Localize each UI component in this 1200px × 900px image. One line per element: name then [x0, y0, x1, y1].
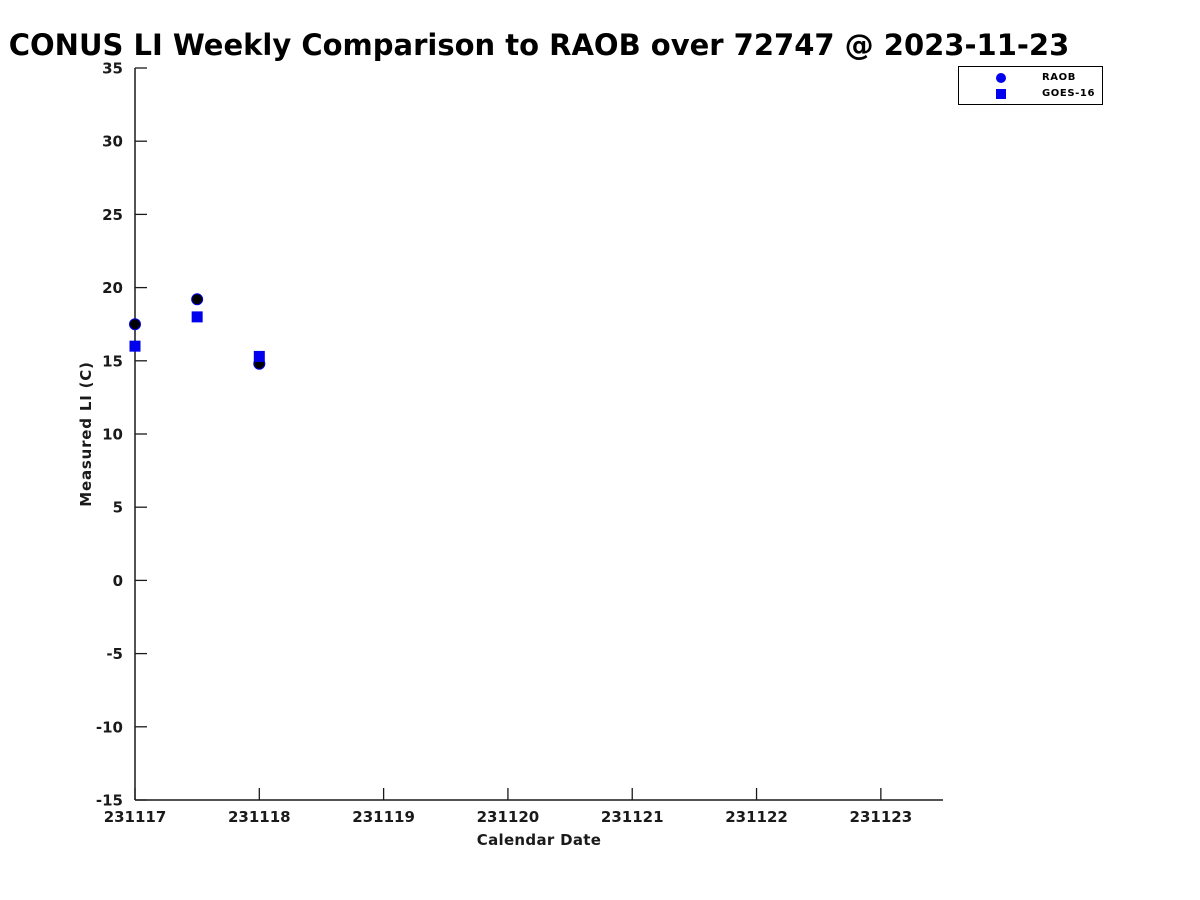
raob-circle-marker-icon — [996, 72, 1006, 83]
raob-point — [191, 293, 204, 306]
x-axis-label: Calendar Date — [476, 831, 602, 849]
legend: RAOB GOES-16 — [958, 66, 1103, 105]
raob-point — [129, 318, 141, 331]
y-tick-label: 0 — [113, 572, 123, 590]
y-tick-label: 10 — [102, 426, 123, 444]
chart-title: CONUS LI Weekly Comparison to RAOB over … — [8, 28, 1070, 62]
y-tick-label: -5 — [106, 645, 123, 663]
y-tick-label: 20 — [102, 279, 123, 297]
x-tick-label: 231123 — [850, 808, 913, 826]
y-tick-label: 35 — [102, 60, 123, 78]
goes16-square-marker-icon — [996, 88, 1006, 99]
goes16-legend-label: GOES-16 — [1042, 88, 1096, 99]
y-tick-label: -10 — [96, 718, 123, 736]
y-tick-label: -15 — [96, 792, 123, 810]
x-tick-label: 231119 — [352, 808, 415, 826]
goes16-point — [129, 340, 141, 352]
x-tick-label: 231117 — [104, 808, 167, 826]
y-tick-label: 25 — [102, 206, 123, 224]
y-tick-label: 15 — [102, 352, 123, 370]
goes16-point — [191, 311, 203, 323]
raob-legend-label: RAOB — [1042, 72, 1076, 83]
y-tick-label: 5 — [113, 499, 123, 517]
x-tick-label: 231118 — [228, 808, 291, 826]
y-tick-label: 30 — [102, 133, 123, 151]
legend-item-raob: RAOB — [959, 71, 1102, 84]
goes16-point — [253, 350, 265, 362]
x-tick-label: 231120 — [477, 808, 540, 826]
x-tick-label: 231121 — [601, 808, 664, 826]
x-tick-label: 231122 — [725, 808, 788, 826]
legend-item-goes16: GOES-16 — [959, 87, 1102, 100]
